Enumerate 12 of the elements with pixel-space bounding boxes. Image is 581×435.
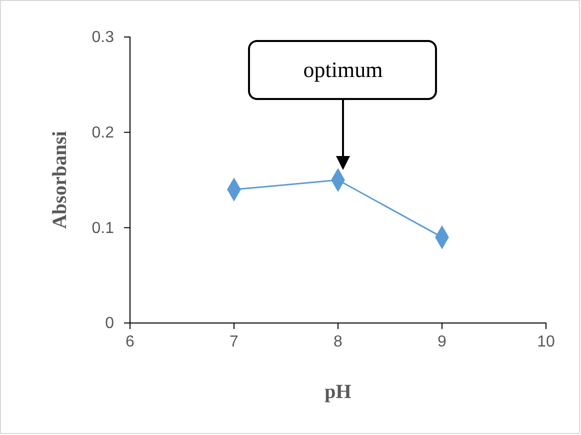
x-axis-title: pH [324,381,352,403]
y-tick-label: 0 [105,315,114,332]
x-tick-label: 10 [537,333,555,350]
x-tick-label: 9 [438,333,447,350]
x-tick-label: 8 [334,333,343,350]
y-tick-label: 0.3 [92,29,114,46]
x-tick-label: 6 [126,333,135,350]
annotation: optimum [303,57,383,82]
y-tick-label: 0.2 [92,124,114,142]
y-axis-title: Absorbansi [49,130,71,229]
x-tick-label: 7 [230,333,239,350]
y-tick-label: 0.1 [92,220,114,237]
